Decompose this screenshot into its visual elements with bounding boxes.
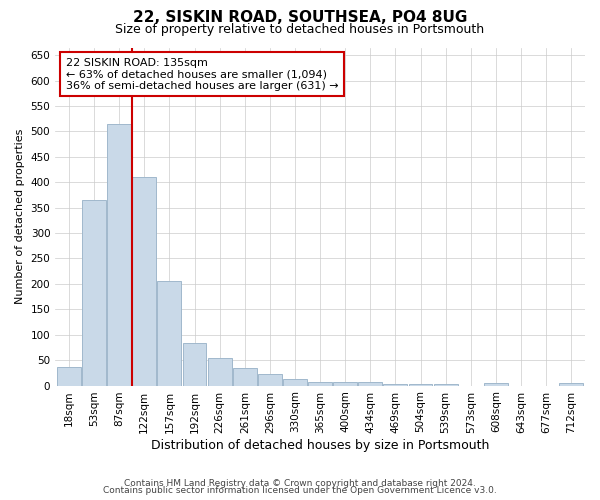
Bar — [409, 384, 433, 386]
Bar — [434, 384, 458, 386]
Bar — [57, 367, 81, 386]
Text: Size of property relative to detached houses in Portsmouth: Size of property relative to detached ho… — [115, 22, 485, 36]
Bar — [358, 382, 382, 386]
X-axis label: Distribution of detached houses by size in Portsmouth: Distribution of detached houses by size … — [151, 440, 489, 452]
Bar — [208, 358, 232, 386]
Bar — [559, 383, 583, 386]
Y-axis label: Number of detached properties: Number of detached properties — [15, 129, 25, 304]
Text: 22 SISKIN ROAD: 135sqm
← 63% of detached houses are smaller (1,094)
36% of semi-: 22 SISKIN ROAD: 135sqm ← 63% of detached… — [66, 58, 338, 91]
Bar — [258, 374, 282, 386]
Bar — [484, 383, 508, 386]
Text: Contains HM Land Registry data © Crown copyright and database right 2024.: Contains HM Land Registry data © Crown c… — [124, 478, 476, 488]
Text: Contains public sector information licensed under the Open Government Licence v3: Contains public sector information licen… — [103, 486, 497, 495]
Bar — [233, 368, 257, 386]
Bar — [133, 177, 156, 386]
Bar — [383, 384, 407, 386]
Bar — [308, 382, 332, 386]
Bar — [157, 282, 181, 386]
Bar — [82, 200, 106, 386]
Bar — [283, 379, 307, 386]
Bar — [182, 344, 206, 386]
Bar — [333, 382, 357, 386]
Bar — [107, 124, 131, 386]
Text: 22, SISKIN ROAD, SOUTHSEA, PO4 8UG: 22, SISKIN ROAD, SOUTHSEA, PO4 8UG — [133, 10, 467, 25]
